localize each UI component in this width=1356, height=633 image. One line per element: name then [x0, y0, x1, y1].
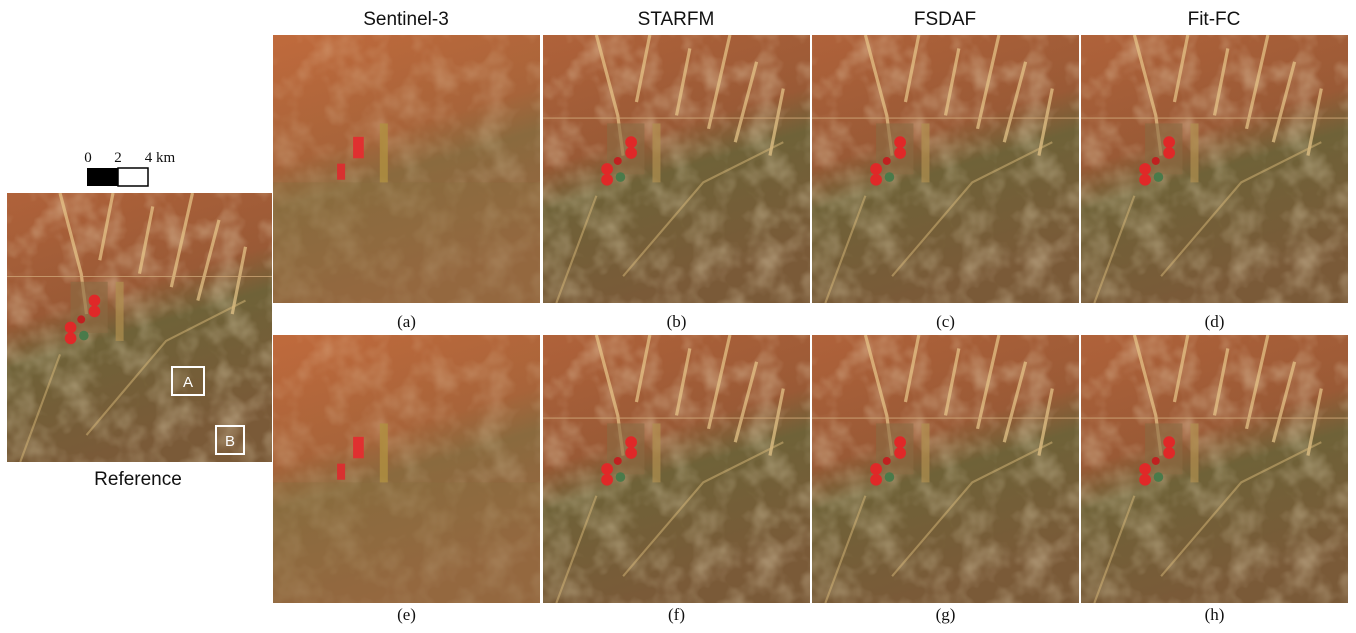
satellite-image	[543, 335, 810, 603]
reference-image	[7, 193, 272, 462]
column-header: STARFM	[638, 9, 715, 30]
satellite-image	[273, 335, 540, 603]
panel-label: (c)	[936, 312, 955, 331]
satellite-image	[1081, 335, 1348, 603]
panel-label: (g)	[936, 605, 956, 624]
reference-label: Reference	[94, 469, 182, 490]
column-header: Sentinel-3	[363, 9, 449, 30]
scale-label: 2	[114, 150, 122, 166]
region-label: B	[225, 433, 235, 450]
panel-label: (e)	[397, 605, 416, 624]
scale-bar	[87, 168, 118, 186]
satellite-image	[812, 35, 1079, 303]
panel-label: (f)	[668, 605, 685, 624]
scale-bar	[118, 168, 148, 186]
panel-label: (d)	[1205, 312, 1225, 331]
figure: Sentinel-3 STARFM FSDAF Fit-FC 0 2 4 km …	[0, 0, 1356, 633]
region-label: A	[183, 374, 193, 391]
scale-label: 4 km	[145, 150, 176, 166]
panel-label: (b)	[667, 312, 687, 331]
satellite-image	[543, 35, 810, 303]
panel-label: (h)	[1205, 605, 1225, 624]
column-header: FSDAF	[914, 9, 976, 30]
scale-label: 0	[84, 150, 92, 166]
satellite-image	[1081, 35, 1348, 303]
satellite-image	[273, 35, 540, 303]
column-header: Fit-FC	[1188, 9, 1241, 30]
panel-label: (a)	[397, 312, 416, 331]
satellite-image	[812, 335, 1079, 603]
